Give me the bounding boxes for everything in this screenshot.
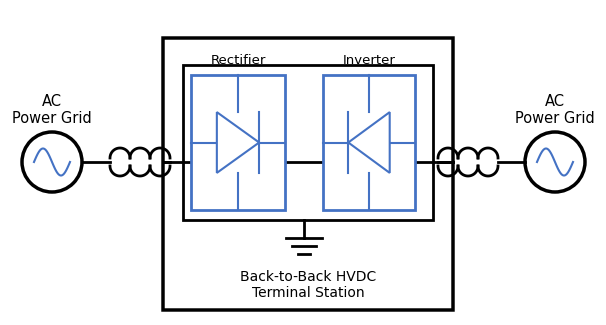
- Bar: [323, 75, 415, 210]
- FancyBboxPatch shape: [163, 38, 453, 310]
- Polygon shape: [348, 112, 390, 173]
- Text: AC
Power Grid: AC Power Grid: [12, 94, 92, 126]
- Polygon shape: [217, 112, 259, 173]
- Bar: [183, 65, 433, 220]
- Text: Inverter: Inverter: [342, 54, 396, 67]
- Bar: [191, 75, 285, 210]
- Text: AC
Power Grid: AC Power Grid: [515, 94, 595, 126]
- Text: Rectifier: Rectifier: [210, 54, 265, 67]
- Text: Back-to-Back HVDC
Terminal Station: Back-to-Back HVDC Terminal Station: [240, 270, 376, 300]
